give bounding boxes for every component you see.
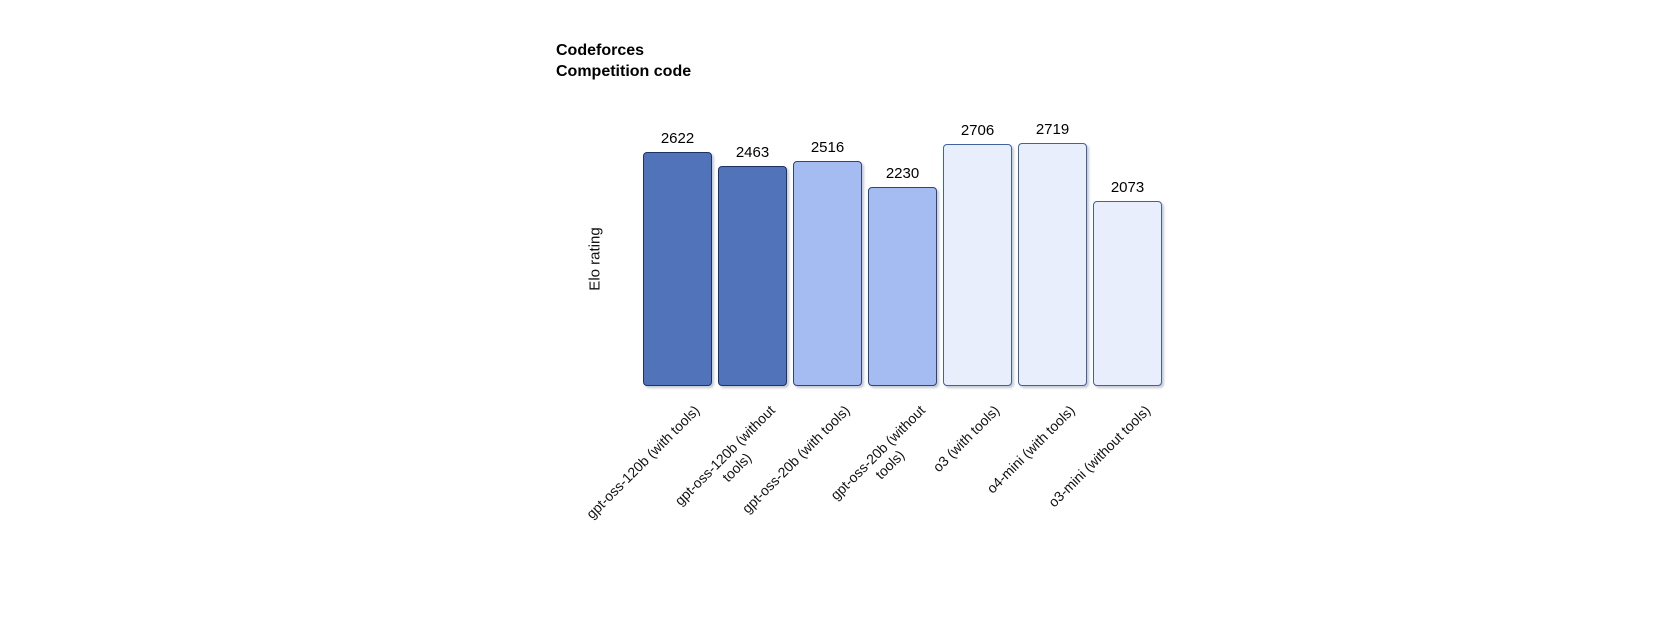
bar-value-label: 2516 (810, 139, 845, 156)
bar-value-label: 2463 (735, 144, 770, 161)
bar-value-label: 2622 (660, 130, 695, 147)
bar-value-label: 2073 (1110, 179, 1145, 196)
bar-value-label: 2706 (960, 122, 995, 139)
bar-4 (943, 144, 1012, 386)
bar-3 (868, 187, 937, 386)
bar-2 (793, 161, 862, 386)
bar-5 (1018, 143, 1087, 386)
bar-value-label: 2719 (1035, 121, 1070, 138)
bar-1 (718, 166, 787, 386)
bar-value-label: 2230 (885, 165, 920, 182)
chart-title-line-2: Competition code (556, 63, 692, 80)
chart-title-line-1: Codeforces (556, 42, 645, 59)
x-tick-label: o3 (with tools) (929, 402, 1003, 475)
bar-0 (643, 152, 712, 386)
chart-title: Codeforces Competition code (556, 40, 691, 82)
bar-6 (1093, 201, 1162, 386)
